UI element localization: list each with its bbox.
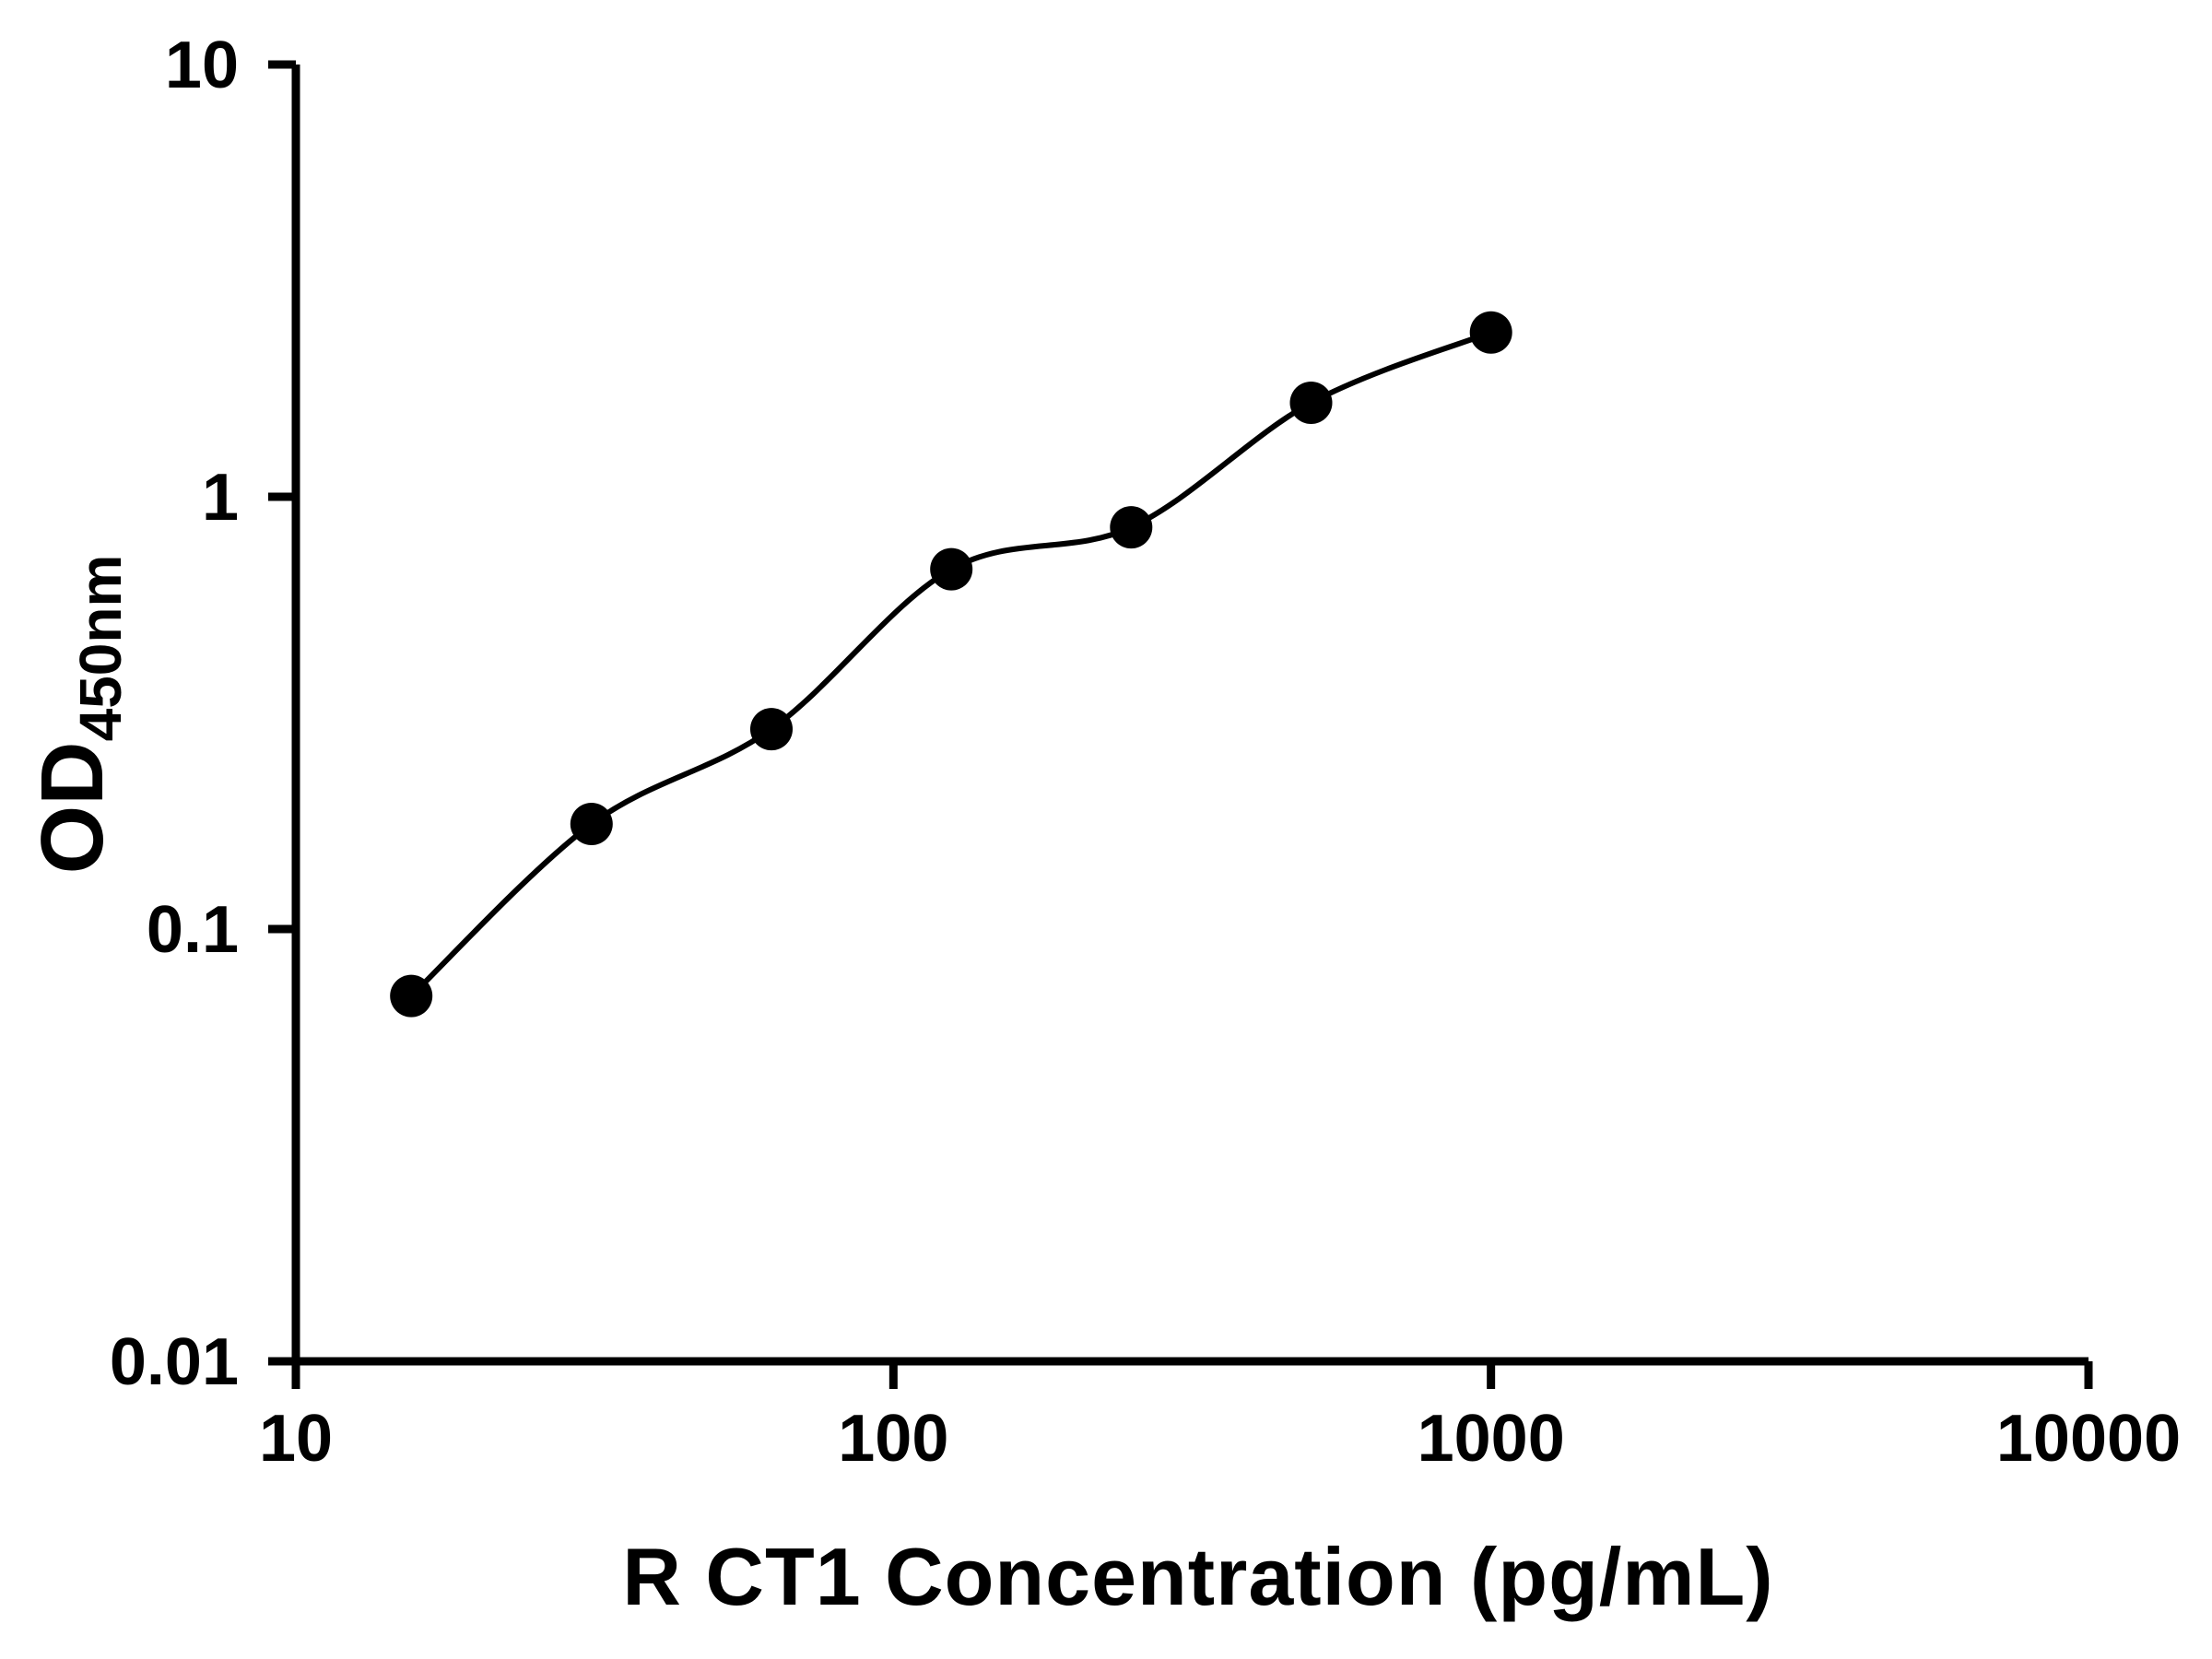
y-tick-label: 10 <box>165 29 239 102</box>
data-point <box>1469 311 1512 354</box>
fit-curve <box>409 329 1492 998</box>
y-axis-title-subscript: 450nm <box>67 554 134 742</box>
data-point <box>1110 506 1153 549</box>
y-tick-label: 1 <box>202 461 239 535</box>
data-point <box>930 547 973 591</box>
axes <box>291 65 2088 1366</box>
x-tick-label: 100 <box>838 1402 948 1476</box>
x-tick-label: 10 <box>259 1402 333 1476</box>
y-tick-label: 0.1 <box>147 893 239 967</box>
y-axis-title: OD450nm <box>22 555 135 875</box>
data-point <box>390 974 433 1018</box>
x-axis-title: R CT1 Concentration (pg/mL) <box>622 1531 1774 1622</box>
data-point <box>570 803 613 845</box>
x-tick-label: 10000 <box>1996 1402 2181 1476</box>
data-point <box>750 708 793 751</box>
y-axis-title-main: OD <box>23 741 122 875</box>
data-point <box>1289 382 1333 424</box>
x-tick-label: 1000 <box>1418 1402 1565 1476</box>
y-tick-label: 0.01 <box>110 1325 239 1399</box>
